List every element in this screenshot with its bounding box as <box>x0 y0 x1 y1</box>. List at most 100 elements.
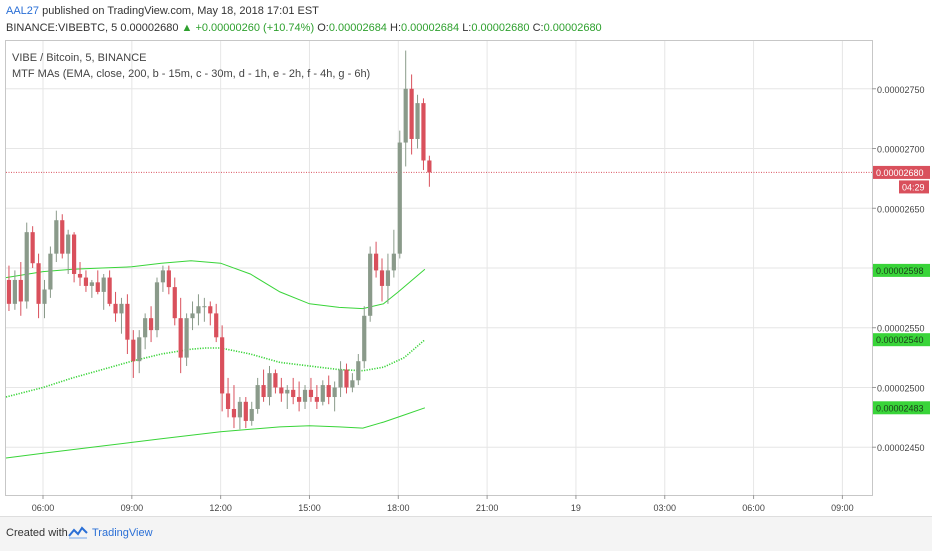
candle-body <box>66 234 71 254</box>
price-label-box <box>873 333 930 347</box>
candle-body <box>24 232 29 302</box>
high-value: 0.00002684 <box>401 22 460 34</box>
tradingview-logo-icon[interactable] <box>68 525 88 539</box>
x-tick-label: 09:00 <box>121 503 144 513</box>
candle-body <box>166 270 171 288</box>
candle-body <box>368 253 373 316</box>
candle-body <box>214 313 219 338</box>
brand-link[interactable]: TradingView <box>92 527 153 539</box>
candle-body <box>326 385 331 398</box>
candle-body <box>160 270 166 283</box>
candle-body <box>243 401 248 421</box>
price-label-box <box>873 165 930 179</box>
candle-body <box>267 373 272 398</box>
x-tick-label: 03:00 <box>653 503 676 513</box>
candle-body <box>6 279 12 304</box>
close-label: C: <box>532 22 544 34</box>
candle-body <box>89 282 94 286</box>
low-label: L: <box>462 22 472 34</box>
price-label-box <box>873 263 930 277</box>
x-tick-label: 15:00 <box>298 503 321 513</box>
candle-body <box>403 88 408 143</box>
candle-body <box>119 303 124 314</box>
candle-body <box>350 380 355 388</box>
axis-layer: 0.000027500.000027000.000026500.00002600… <box>32 85 925 513</box>
candle-body <box>184 318 189 358</box>
price-chart[interactable]: 0.000027500.000027000.000026500.00002600… <box>0 0 932 516</box>
candle-body <box>320 385 325 402</box>
y-tick-label: 0.00002500 <box>877 383 925 393</box>
candle-body <box>391 253 396 271</box>
price-label-text: 0.00002598 <box>876 266 924 276</box>
candle-body <box>291 389 296 398</box>
close-value: 0.00002680 <box>543 22 602 34</box>
low-value: 0.00002680 <box>471 22 530 34</box>
candle-body <box>427 160 432 173</box>
candle-body <box>113 303 118 314</box>
indicator-legend[interactable]: MTF MAs (EMA, close, 200, b - 15m, c - 3… <box>12 68 371 80</box>
candle-body <box>373 253 379 271</box>
countdown-label-box <box>899 180 929 194</box>
candle-body <box>190 313 195 319</box>
x-tick-label: 18:00 <box>387 503 410 513</box>
x-tick-label: 06:00 <box>742 503 765 513</box>
created-with-text: Created with <box>6 527 68 539</box>
chart-header: AAL27 published on TradingView.com, May … <box>0 0 932 36</box>
candle-body <box>231 408 237 418</box>
publish-line: AAL27 published on TradingView.com, May … <box>6 5 319 17</box>
candle-body <box>379 270 385 286</box>
y-tick-label: 0.00002450 <box>877 443 925 453</box>
candle-body <box>362 315 367 362</box>
author-link[interactable]: AAL27 <box>6 5 40 17</box>
published-text: published on TradingView.com, May 18, 20… <box>42 5 319 17</box>
candle-body <box>208 306 213 314</box>
candle-body <box>297 397 302 402</box>
price-label-text: 0.00002680 <box>876 168 924 178</box>
x-tick-label: 19 <box>571 503 581 513</box>
candle-body <box>421 103 426 161</box>
y-tick-label: 0.00002550 <box>877 324 925 334</box>
candle-body <box>172 287 177 319</box>
candle-body <box>107 277 112 304</box>
candle-body <box>225 393 231 409</box>
last-price: 0.00002680 <box>120 22 179 34</box>
candle-body <box>338 369 343 388</box>
candle-body <box>237 401 242 418</box>
candle-body <box>302 389 308 402</box>
candle-body <box>83 277 89 286</box>
moving-averages-layer <box>5 260 426 459</box>
candle-body <box>285 389 290 394</box>
y-tick-label: 0.00002750 <box>877 85 925 95</box>
candle-body <box>77 273 83 278</box>
y-tick-label: 0.00002650 <box>877 204 925 214</box>
candle-body <box>101 277 106 292</box>
open-label: O: <box>317 22 329 34</box>
countdown-label-text: 04:29 <box>902 182 925 192</box>
candle-body <box>273 373 278 388</box>
x-tick-label: 09:00 <box>831 503 854 513</box>
candle-body <box>125 303 130 340</box>
candle-body <box>261 385 266 398</box>
x-tick-label: 12:00 <box>209 503 232 513</box>
candle-body <box>255 385 260 409</box>
candle-body <box>415 103 420 139</box>
ma-line-3 <box>5 407 426 459</box>
price-label-text: 0.00002540 <box>876 335 924 345</box>
candle-body <box>12 279 17 304</box>
candle-body <box>148 318 154 331</box>
candle-body <box>314 397 319 402</box>
candle-body <box>36 263 41 304</box>
ma-line-2 <box>5 339 426 398</box>
y-tick-label: 0.00002700 <box>877 145 925 155</box>
candle-body <box>30 232 35 264</box>
candle-body <box>154 282 160 331</box>
candle-body <box>202 306 207 308</box>
x-tick-label: 06:00 <box>32 503 55 513</box>
price-label-text: 0.00002483 <box>876 403 924 413</box>
price-change: ▲ +0.00000260 (+10.74%) <box>181 22 315 34</box>
candle-body <box>42 289 47 304</box>
candle-body <box>48 253 53 290</box>
candle-body <box>143 318 148 338</box>
candle-body <box>71 234 77 274</box>
candle-body <box>249 408 254 421</box>
